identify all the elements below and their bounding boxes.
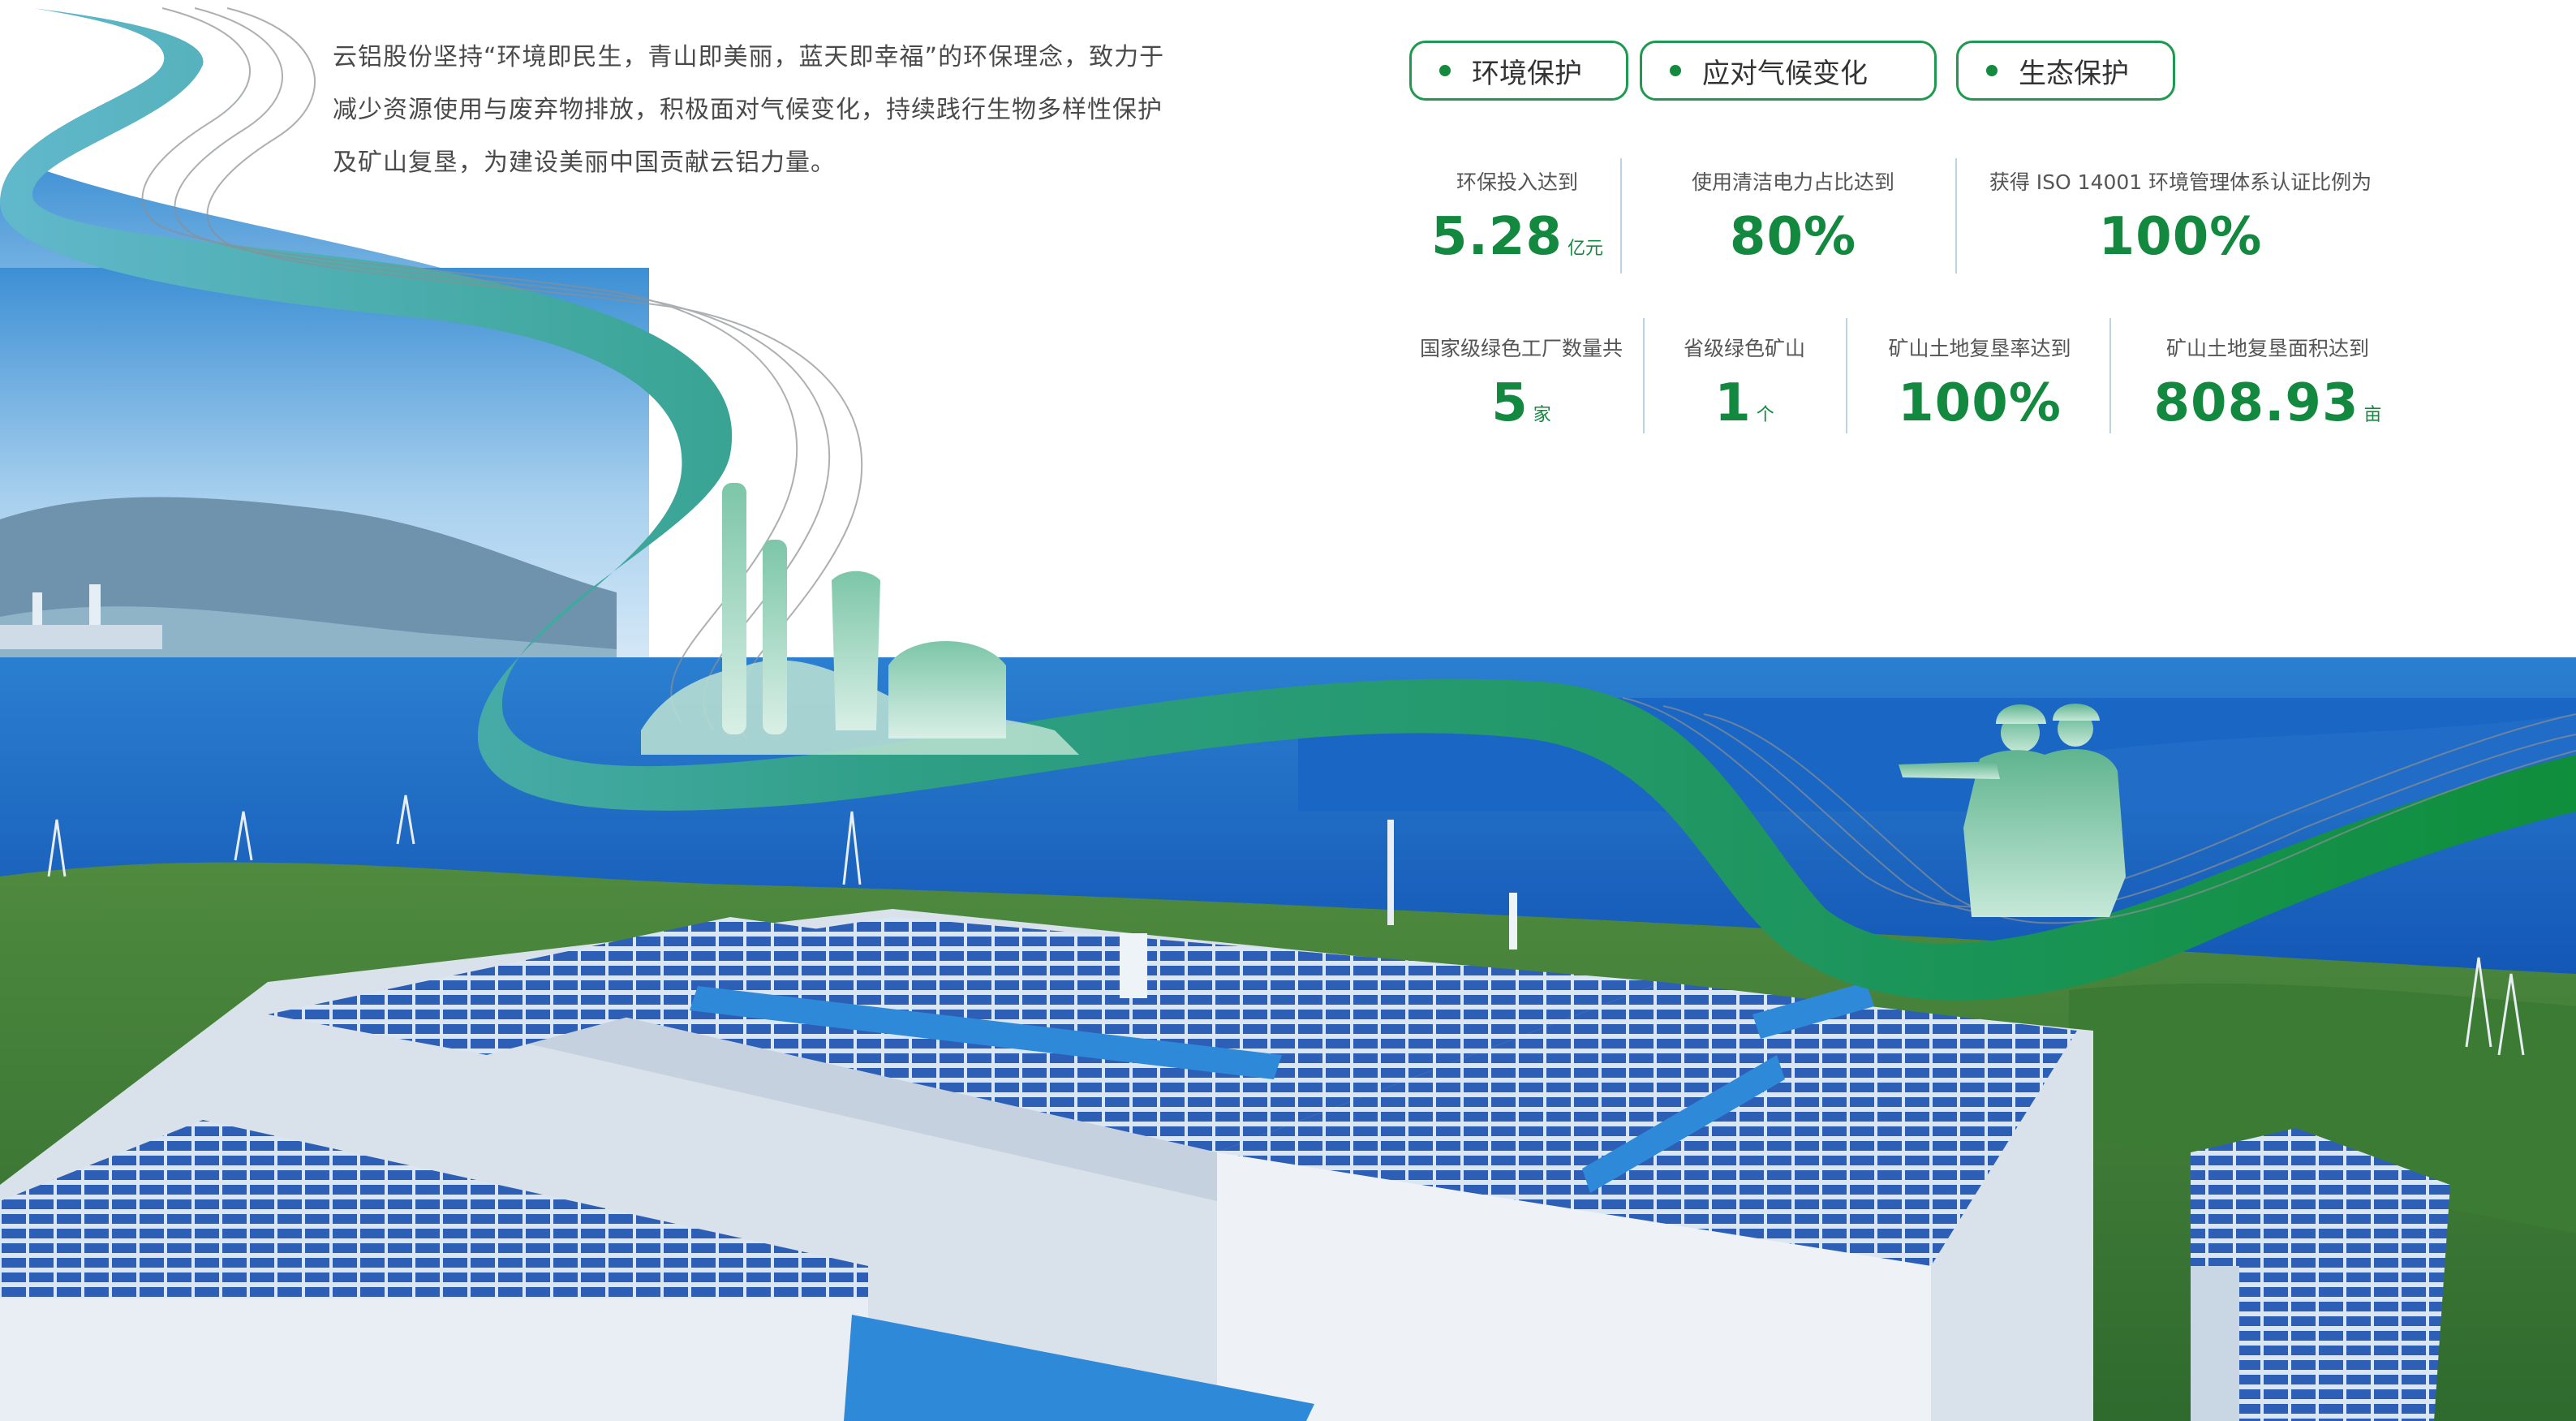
stat-divider (1643, 318, 1645, 433)
tag-label: 应对气候变化 (1702, 57, 1868, 90)
stat-divider (2109, 318, 2111, 433)
stat-iso-certification: 获得 ISO 14001 环境管理体系认证比例为 100% (1963, 166, 2398, 267)
tag-label: 生态保护 (2019, 57, 2129, 90)
stat-value: 5.28 亿元 (1431, 207, 1603, 267)
stat-value: 80% (1729, 207, 1857, 267)
stat-value: 808.93 亩 (2153, 373, 2382, 433)
tag-label: 环境保护 (1472, 57, 1582, 90)
stat-value: 100% (2098, 207, 2263, 267)
stat-label: 国家级绿色工厂数量共 (1419, 337, 1623, 360)
bullet-dot-icon (1986, 65, 1998, 76)
stat-reclamation-area: 矿山土地复垦面积达到 808.93 亩 (2118, 333, 2418, 433)
intro-paragraph: 云铝股份坚持“环境即民生，青山即美丽，蓝天即幸福”的环保理念，致力于减少资源使用… (333, 43, 1165, 177)
tag-environment-protection[interactable]: 环境保护 (1409, 41, 1628, 101)
stat-label: 矿山土地复垦面积达到 (2165, 337, 2369, 360)
stat-label: 使用清洁电力占比达到 (1691, 170, 1894, 194)
tag-ecological-protection[interactable]: 生态保护 (1956, 41, 2175, 101)
tag-climate-change[interactable]: 应对气候变化 (1640, 41, 1937, 101)
stat-divider (1955, 158, 1957, 273)
stat-divider (1620, 158, 1622, 273)
bullet-dot-icon (1439, 65, 1451, 76)
stat-label: 环保投入达到 (1456, 170, 1578, 194)
stat-label: 获得 ISO 14001 环境管理体系认证比例为 (1989, 170, 2372, 194)
stat-label: 矿山土地复垦率达到 (1888, 337, 2071, 360)
stat-divider (1846, 318, 1847, 433)
stat-env-investment: 环保投入达到 5.28 亿元 (1412, 166, 1623, 267)
stat-label: 省级绿色矿山 (1683, 337, 1805, 360)
stat-value: 100% (1898, 373, 2062, 433)
stat-reclamation-rate: 矿山土地复垦率达到 100% (1850, 333, 2109, 433)
stat-clean-power: 使用清洁电力占比达到 80% (1631, 166, 1955, 267)
bullet-dot-icon (1670, 65, 1681, 76)
